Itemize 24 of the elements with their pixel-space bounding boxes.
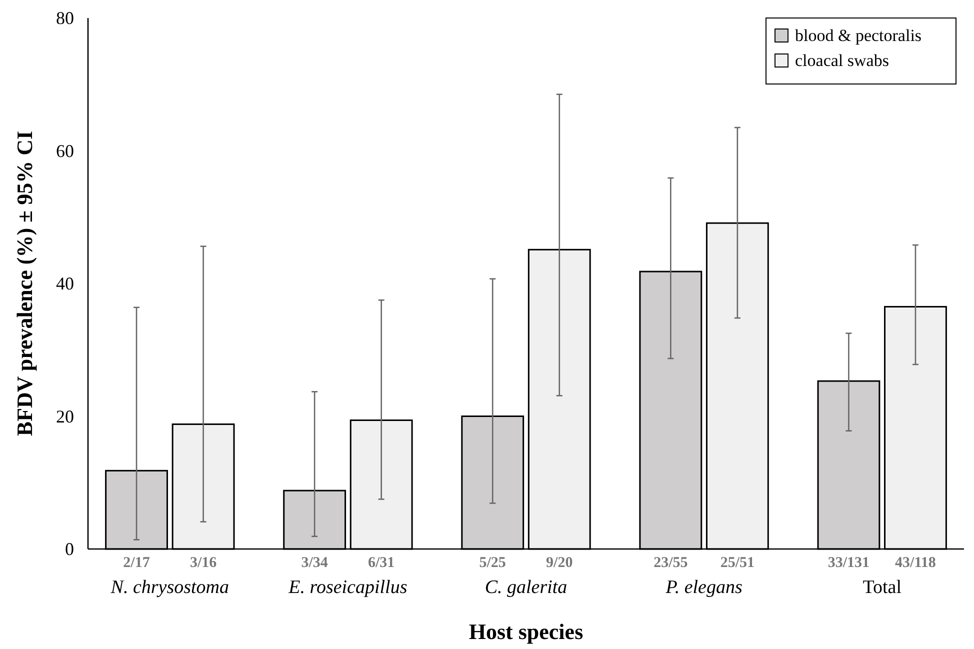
y-tick-label: 40: [56, 274, 74, 294]
x-tick-label: P. elegans: [664, 577, 742, 598]
text: 3/16: [190, 555, 218, 571]
text: 6/31: [368, 555, 395, 571]
text: 3/34: [301, 555, 328, 571]
x-axis-title: Host species: [468, 619, 584, 644]
legend-label: cloacal swabs: [795, 51, 889, 70]
text: 2/17: [123, 555, 150, 571]
x-tick-label: E. roseicapillus: [288, 577, 408, 598]
legend-label: blood & pectoralis: [795, 26, 922, 45]
text: 25/51: [720, 555, 755, 571]
y-tick-label: 0: [65, 539, 74, 559]
x-tick-label: C. galerita: [484, 577, 568, 598]
text: 5/25: [479, 555, 506, 571]
text: 43/118: [895, 555, 936, 571]
text: 9/20: [546, 555, 573, 571]
y-tick-label: 80: [56, 8, 74, 28]
x-tick-label: N. chrysostoma: [110, 577, 230, 598]
text: 33/131: [828, 555, 870, 571]
y-tick-label: 20: [56, 406, 74, 426]
x-tick-label: Total: [862, 577, 902, 598]
y-tick-label: 60: [56, 140, 74, 161]
text: 23/55: [654, 555, 688, 571]
y-axis-title: BFDV prevalence (%) ± 95% CI: [12, 130, 37, 436]
